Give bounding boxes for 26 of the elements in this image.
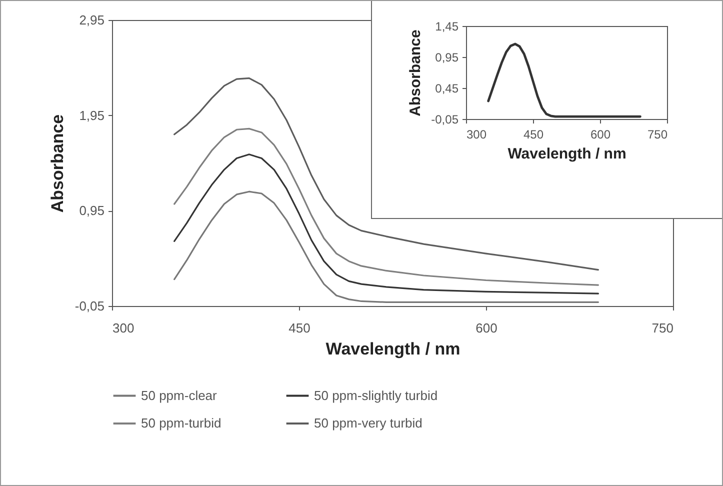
legend-label: 50 ppm-very turbid bbox=[314, 416, 422, 430]
line-series bbox=[174, 190, 599, 303]
x-tick-label: 450 bbox=[288, 320, 310, 336]
y-tick-label: 2,95 bbox=[79, 12, 104, 28]
x-tick-label: 300 bbox=[112, 320, 134, 336]
y-axis-title: Absorbance bbox=[48, 114, 67, 213]
x-tick-label: 750 bbox=[652, 320, 674, 336]
x-axis-title: Wavelength / nm bbox=[508, 146, 626, 162]
line-series bbox=[487, 42, 642, 118]
x-axis-title: Wavelength / nm bbox=[326, 340, 460, 358]
y-tick-label: 0,45 bbox=[435, 82, 459, 96]
y-tick-label: -0,05 bbox=[431, 112, 459, 126]
y-axis-title: Absorbance bbox=[407, 30, 424, 116]
x-tick-label: 750 bbox=[647, 128, 668, 142]
legend-label: 50 ppm-turbid bbox=[141, 416, 222, 430]
x-tick-label: 600 bbox=[476, 320, 498, 336]
y-tick-label: -0,05 bbox=[74, 298, 104, 314]
y-tick-label: 1,95 bbox=[79, 108, 104, 123]
x-tick-label: 450 bbox=[523, 128, 544, 142]
y-tick-label: 0,95 bbox=[435, 50, 459, 64]
legend-label: 50 ppm-slightly turbid bbox=[314, 388, 438, 403]
x-tick-label: 300 bbox=[466, 128, 487, 142]
y-tick-label: 1,45 bbox=[435, 20, 459, 34]
legend-label: 50 ppm-clear bbox=[141, 388, 218, 403]
x-tick-label: 600 bbox=[590, 128, 611, 142]
y-tick-label: 0,95 bbox=[79, 203, 104, 218]
